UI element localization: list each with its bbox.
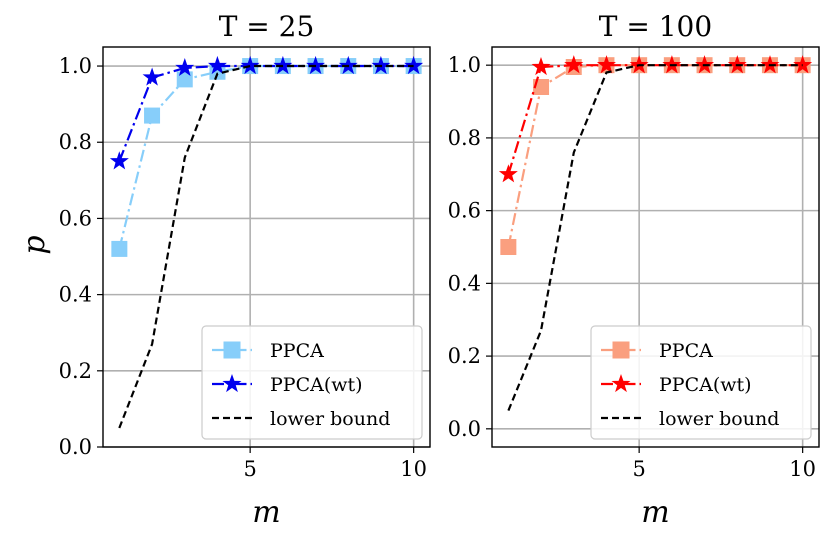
legend-box [590, 325, 812, 440]
legend-label: PPCA [270, 340, 324, 362]
series-line-3 [507, 64, 803, 412]
data-point [404, 55, 424, 75]
legend-label: PPCA(wt) [270, 374, 363, 396]
series-line-1 [118, 64, 414, 250]
data-point [533, 79, 550, 95]
y-axis-label: p [17, 235, 52, 254]
y-tick-label: 0.0 [448, 417, 481, 441]
y-tick-label: 0.2 [448, 344, 481, 368]
y-tick-label: 1.0 [59, 54, 92, 78]
y-tick-label: 0.4 [448, 271, 481, 295]
y-tick-label: 0.8 [448, 126, 481, 150]
data-point [144, 107, 161, 124]
data-point [207, 55, 227, 75]
data-point [596, 55, 616, 74]
x-tick-label: 5 [243, 457, 256, 481]
y-tick-label: 0.2 [59, 359, 92, 383]
x-tick-label: 10 [400, 457, 427, 481]
y-tick-label: 0.6 [59, 206, 92, 230]
legend-label: PPCA(wt) [659, 374, 752, 396]
series-line-1 [507, 64, 803, 248]
legend-label: lower bound [270, 408, 390, 430]
data-point [564, 55, 584, 74]
x-tick-label: 5 [632, 457, 645, 481]
legend-swatch-marker [223, 341, 241, 359]
series-line-3 [118, 64, 414, 429]
y-tick-label: 0.0 [59, 435, 92, 459]
chart-panel-1: 5 10 0.0 0.2 0.4 0.6 0.8 1.0 T = 25 m PPCA PPCA(wt)… [59, 10, 431, 530]
data-point [175, 57, 195, 77]
data-point [109, 151, 129, 170]
data-point [531, 56, 551, 76]
legend-box [201, 325, 423, 440]
legend: PPCA PPCA(wt) lower bound [201, 325, 423, 440]
y-tick-label: 0.4 [59, 283, 92, 307]
data-point [111, 240, 128, 257]
data-point [498, 164, 518, 183]
legend-swatch-marker [611, 373, 631, 393]
axes-frame [102, 46, 431, 448]
y-tick-label: 0.6 [448, 199, 481, 223]
y-tick-label: 0.8 [59, 130, 92, 154]
legend: PPCA PPCA(wt) lower bound [590, 325, 812, 440]
legend-label: PPCA [659, 340, 713, 362]
chart-title: T = 100 [599, 10, 712, 43]
legend-label: lower bound [659, 408, 779, 430]
data-point [500, 239, 517, 255]
legend-swatch-marker [612, 341, 630, 359]
chart-title: T = 25 [219, 10, 315, 43]
x-axis-label: m [252, 495, 280, 530]
legend-swatch-marker [222, 373, 242, 393]
series-line-2 [507, 64, 803, 175]
x-tick-label: 10 [789, 457, 816, 481]
data-point [793, 55, 813, 74]
data-point [240, 55, 260, 75]
x-axis-label: m [641, 495, 669, 530]
chart-panel-2: 5 10 0.0 0.2 0.4 0.6 0.8 1.0 T = 100 m PPCA PPCA(wt… [448, 10, 820, 530]
axes-frame [491, 46, 820, 448]
series-line-2 [118, 64, 414, 162]
y-tick-label: 1.0 [448, 53, 481, 77]
data-point [142, 67, 162, 86]
